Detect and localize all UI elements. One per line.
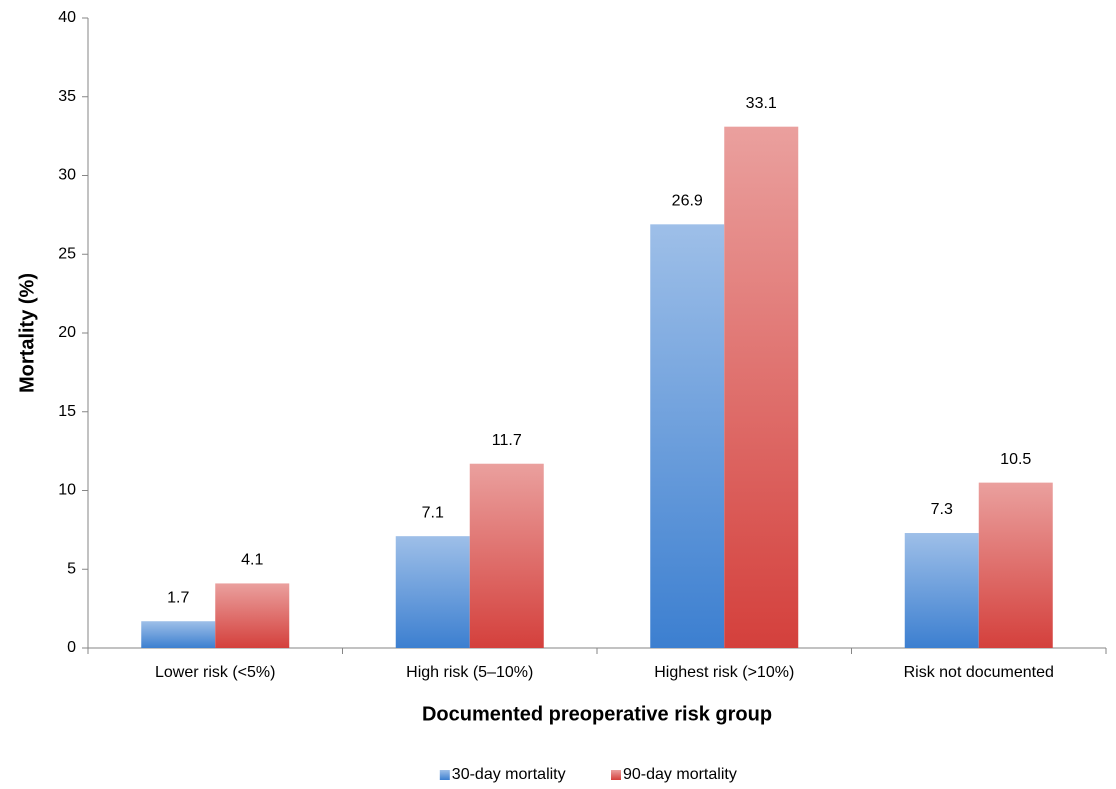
bar <box>978 482 1053 648</box>
legend-swatch <box>439 770 450 780</box>
legend-swatch <box>611 770 621 780</box>
x-tick-label: Risk not documented <box>904 664 1054 681</box>
legend-label: 90-day mortality <box>623 766 737 783</box>
x-tick-label: Highest risk (>10%) <box>654 664 794 681</box>
value-label: 7.1 <box>422 504 444 521</box>
y-tick-label: 35 <box>58 88 76 105</box>
legend-label: 30-day mortality <box>452 766 566 783</box>
value-label: 11.7 <box>492 432 522 449</box>
bar <box>650 224 725 648</box>
y-tick-label: 15 <box>58 403 76 420</box>
x-axis-label: Documented preoperative risk group <box>422 703 772 725</box>
y-axis-label: Mortality (%) <box>16 273 38 393</box>
bar <box>215 583 290 648</box>
y-tick-label: 25 <box>58 245 76 262</box>
y-tick-label: 0 <box>67 639 76 656</box>
value-label: 7.3 <box>931 501 953 518</box>
bar <box>904 533 979 648</box>
value-label: 4.1 <box>241 552 263 569</box>
x-tick-label: High risk (5–10%) <box>406 664 533 681</box>
bar <box>395 536 470 648</box>
y-tick-label: 30 <box>58 167 76 184</box>
y-tick-label: 20 <box>58 324 76 341</box>
bar <box>469 463 544 648</box>
bar <box>724 126 799 649</box>
bar <box>141 621 216 648</box>
x-tick-label: Lower risk (<5%) <box>155 664 275 681</box>
value-label: 26.9 <box>672 193 703 210</box>
y-tick-label: 40 <box>58 9 76 26</box>
value-label: 33.1 <box>746 95 777 112</box>
value-label: 1.7 <box>167 589 189 606</box>
y-tick-label: 5 <box>67 560 76 577</box>
y-tick-label: 10 <box>58 482 76 499</box>
value-label: 10.5 <box>1000 451 1031 468</box>
